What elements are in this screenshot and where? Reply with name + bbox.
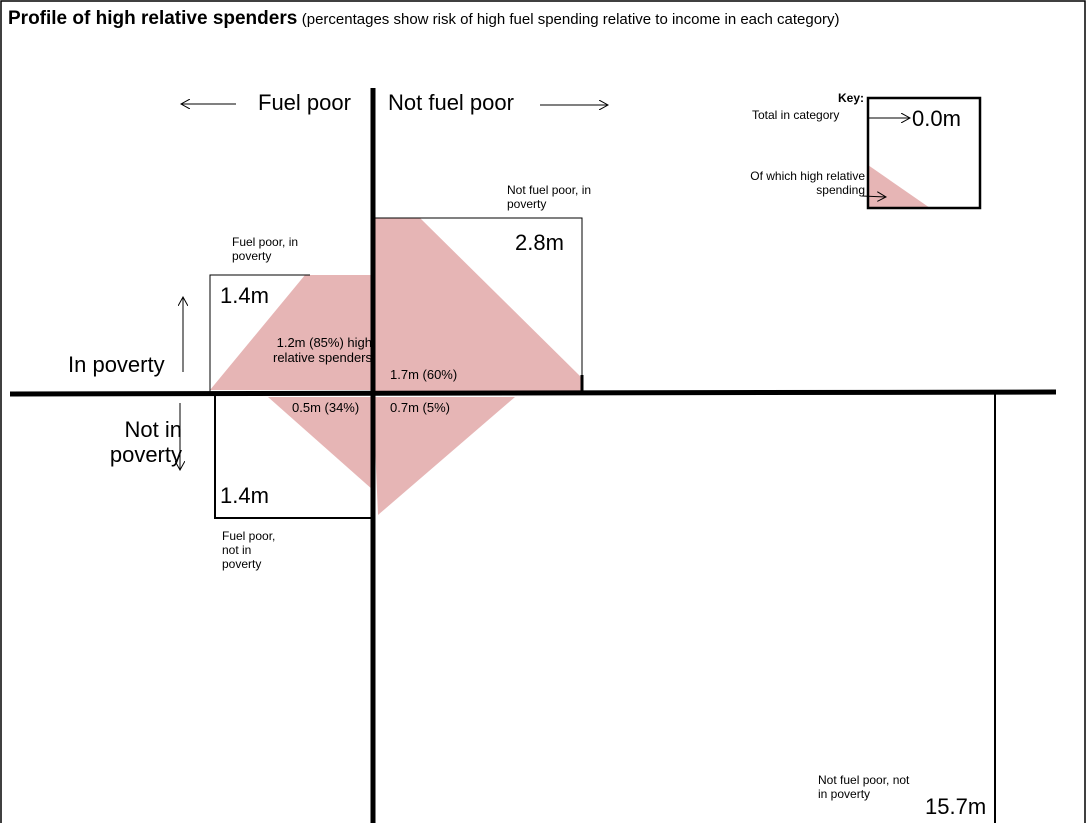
subtitle: (percentages show risk of high fuel spen… bbox=[301, 11, 840, 28]
category-box bbox=[373, 217, 583, 393]
arrow bbox=[861, 196, 886, 197]
category-label: Fuel poor, not in poverty bbox=[222, 529, 276, 571]
category-total: 1.4m bbox=[220, 283, 269, 308]
title-row: Profile of high relative spenders (perce… bbox=[8, 8, 840, 30]
category-total: 2.8m bbox=[515, 230, 564, 255]
key-label: Total in category bbox=[752, 108, 840, 122]
key-value: 0.0m bbox=[912, 106, 961, 131]
axis-label: In poverty bbox=[68, 352, 165, 377]
category-high: 0.5m (34%) bbox=[292, 400, 360, 415]
key-area bbox=[868, 165, 930, 208]
category-label: Not fuel poor, not in poverty bbox=[818, 773, 910, 801]
high-spenders-area bbox=[210, 275, 373, 390]
category-label: Fuel poor, in poverty bbox=[232, 235, 299, 263]
high-spenders-area bbox=[373, 397, 515, 515]
key-heading: Key: bbox=[837, 91, 864, 105]
axis-label: Not fuel poor bbox=[388, 90, 514, 115]
category-box bbox=[214, 393, 373, 519]
high-spenders-area bbox=[268, 397, 373, 490]
key-box bbox=[866, 96, 982, 210]
category-high: 1.7m (60%) bbox=[390, 367, 458, 382]
category-box bbox=[209, 274, 310, 393]
category-total: 15.7m bbox=[925, 794, 987, 819]
category-label: Not fuel poor, in poverty bbox=[507, 183, 592, 211]
title: Profile of high relative spenders bbox=[8, 8, 298, 29]
category-total: 1.4m bbox=[220, 483, 269, 508]
horizontal-axis bbox=[9, 389, 1057, 397]
axis-label: Not in poverty bbox=[109, 417, 182, 468]
category-high: 1.2m (85%) high relative spenders bbox=[273, 335, 372, 365]
axis-label: Fuel poor bbox=[258, 90, 351, 115]
key-label: Of which high relative spending bbox=[750, 169, 865, 197]
high-spenders-area bbox=[373, 218, 582, 393]
category-high: 0.7m (5%) bbox=[390, 400, 450, 415]
